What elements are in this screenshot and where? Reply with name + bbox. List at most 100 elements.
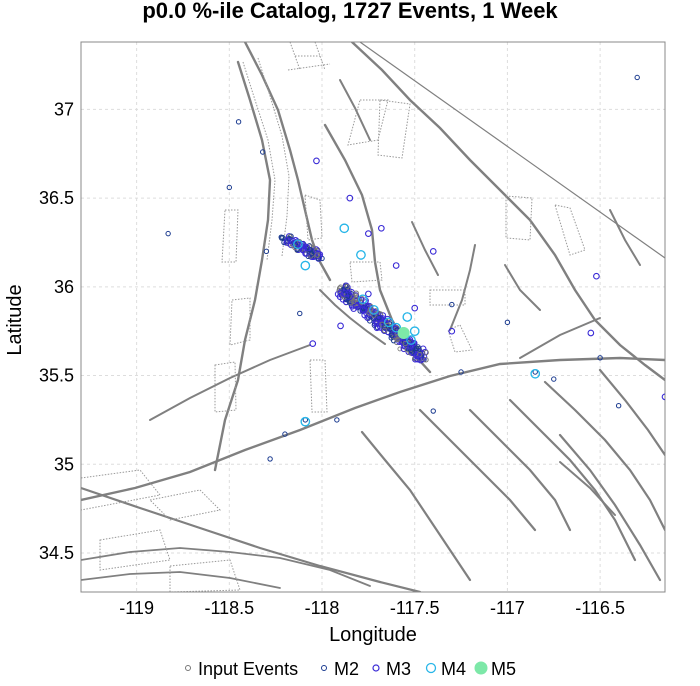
fault-east-1 (519, 317, 601, 359)
legend: Input Events M2 M3 M4 M5 (185, 659, 516, 679)
point-cluster (350, 298, 357, 305)
point-cluster (344, 283, 350, 290)
point-m4 (300, 260, 311, 271)
fault-southeast-5 (543, 380, 665, 532)
point-cluster (414, 351, 422, 359)
x-tick-label: -117 (490, 598, 525, 618)
legend-m4-label: M4 (441, 659, 466, 679)
hatch-14 (429, 289, 466, 306)
point-cluster (376, 314, 382, 321)
point-m3 (392, 262, 400, 269)
fault-sierra-front (213, 60, 272, 472)
point-m2 (615, 403, 622, 409)
fault-east-2 (449, 244, 476, 331)
point-cluster (381, 324, 388, 330)
fault-east-3 (559, 461, 616, 516)
point-cluster (381, 327, 388, 334)
hatch-7 (309, 359, 328, 413)
x-tick-label: -118.5 (204, 598, 254, 618)
point-cluster (341, 287, 347, 293)
legend-input-events-marker (185, 665, 191, 671)
y-tick-label: 36 (54, 277, 74, 297)
point-m4 (300, 416, 311, 427)
point-cluster (407, 342, 415, 350)
point-m2 (235, 119, 242, 125)
x-axis-label: Longitude (329, 624, 417, 646)
y-tick-label: 35 (54, 454, 74, 474)
point-cluster (292, 241, 298, 247)
y-axis-label: Latitude (4, 284, 26, 355)
point-cluster (423, 357, 429, 363)
x-tick-label: -117.5 (390, 598, 440, 618)
point-m2 (226, 184, 233, 191)
point-cluster (359, 306, 367, 313)
fault-southeast-3 (468, 408, 572, 532)
point-cluster (341, 290, 349, 297)
point-cluster (413, 345, 419, 352)
point-input-events (397, 346, 403, 352)
fault-southeast-2 (418, 408, 537, 532)
point-cluster (303, 244, 311, 252)
point-m3 (309, 340, 317, 347)
point-m2 (282, 431, 288, 437)
chart-title: p0.0 %-ile Catalog, 1727 Events, 1 Week (142, 0, 558, 23)
legend-m5-marker (474, 661, 488, 675)
hatch-15 (447, 324, 473, 353)
point-m4 (356, 250, 366, 260)
point-m2 (165, 230, 171, 237)
hatch-13 (349, 261, 383, 283)
point-m2 (458, 369, 464, 375)
point-m3 (448, 327, 456, 335)
fault-small-2 (504, 264, 541, 311)
legend-m3-marker (372, 664, 380, 672)
point-m2 (334, 417, 340, 423)
fault-small-4 (609, 209, 641, 266)
x-axis: -119 -118.5 -118 -117.5 -117 -116.5 (119, 598, 625, 618)
fault-southeast-6 (558, 433, 662, 582)
hatch-17 (148, 489, 222, 521)
hatch-12 (169, 559, 241, 592)
point-cluster (414, 355, 422, 363)
hatch-3 (347, 99, 411, 159)
dip-slip-hatching (81, 42, 586, 592)
point-m3 (429, 248, 437, 255)
hatch-5 (554, 204, 586, 256)
point-cluster (373, 324, 381, 332)
point-cluster (402, 340, 409, 347)
point-cluster (315, 255, 322, 262)
point-cluster (314, 252, 320, 258)
point-m3 (593, 272, 600, 280)
point-m2 (597, 355, 603, 361)
point-m3 (365, 230, 372, 237)
point-cluster (358, 295, 365, 301)
fault-panamint (350, 42, 665, 382)
fault-southwest-3 (81, 571, 281, 589)
y-tick-label: 37 (54, 99, 74, 119)
point-m2 (634, 74, 640, 81)
hatch-16 (221, 209, 239, 263)
point-m2 (259, 149, 266, 155)
point-m2 (267, 456, 273, 462)
point-cluster (352, 301, 360, 309)
plot-frame (80, 41, 666, 593)
point-m3 (337, 322, 344, 330)
point-cluster (394, 324, 400, 331)
fault-garlock (81, 356, 665, 502)
point-m3 (377, 224, 385, 232)
fault-small-1 (339, 79, 371, 141)
hatch-4 (505, 195, 533, 241)
legend-m3-label: M3 (386, 659, 411, 679)
point-m5 (397, 326, 410, 339)
point-cluster (346, 293, 353, 300)
point-cluster (423, 349, 429, 356)
point-m3 (587, 329, 595, 337)
hatch-8 (229, 297, 251, 346)
point-m4 (383, 317, 394, 328)
point-cluster (416, 346, 422, 352)
fault-airport-lake (319, 289, 386, 345)
point-m4 (530, 368, 541, 379)
point-cluster (281, 239, 287, 246)
legend-m4-marker (425, 662, 437, 674)
grid (81, 42, 665, 592)
fault-southeast-4 (508, 398, 637, 562)
